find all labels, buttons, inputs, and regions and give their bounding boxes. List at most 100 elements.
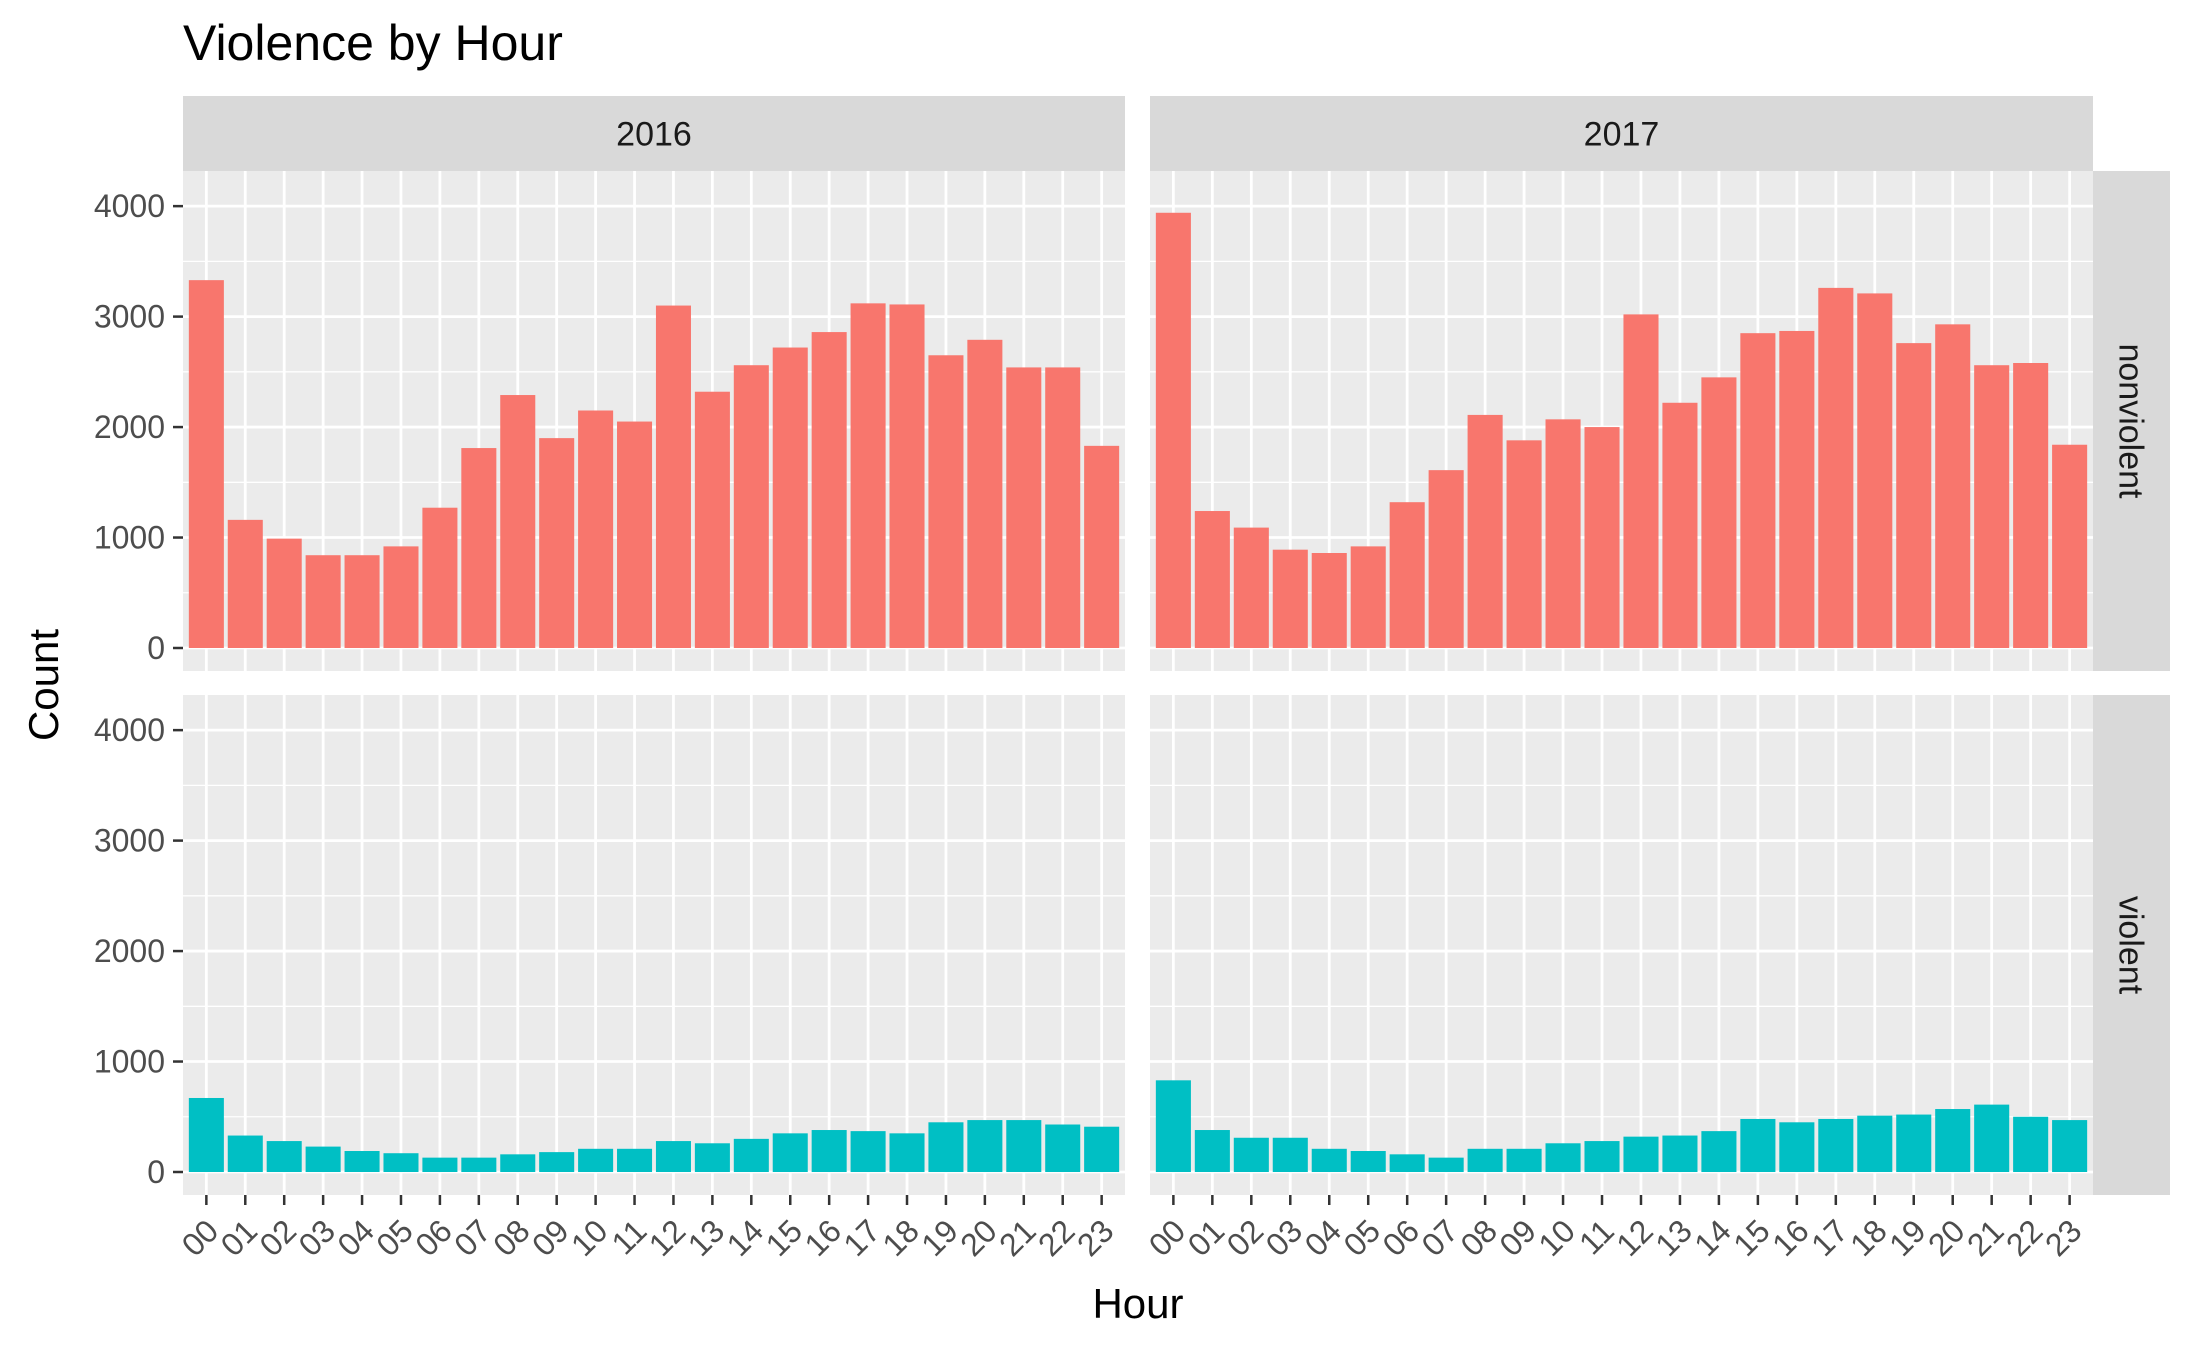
bar [1623,1136,1659,1172]
bar [1194,1130,1230,1172]
y-axis-title: Count [20,629,67,741]
bar [1857,1115,1893,1172]
bar [811,1130,847,1172]
bar [1701,377,1737,648]
bar [1818,287,1854,648]
bar [2052,444,2088,648]
bar [1506,440,1542,648]
bar [1818,1118,1854,1172]
bar [772,1133,808,1172]
bar [655,1141,691,1172]
bar [578,1148,614,1172]
bar [500,395,536,648]
y-tick-label: 2000 [94,409,165,445]
bar [1974,365,2010,648]
bar [1045,1124,1081,1172]
bar [1584,427,1620,648]
bar [1084,1126,1120,1172]
bar [2013,1116,2049,1172]
bar [305,555,341,648]
bar [1467,414,1503,648]
bar [811,332,847,648]
bar [1701,1131,1737,1172]
column-strip-label: 2017 [1584,116,1660,154]
bar [2013,363,2049,648]
y-tick-label: 3000 [94,299,165,335]
y-tick-label: 1000 [94,520,165,556]
bar [422,1157,458,1172]
y-tick-label: 4000 [94,188,165,224]
row-strip-label: nonviolent [2112,343,2150,499]
bar [617,1148,653,1172]
bar [1467,1148,1503,1172]
panel-2016-nonviolent [183,171,1125,671]
bar [1350,1151,1386,1172]
bar [578,410,614,648]
bar [1155,212,1191,648]
bar [422,507,458,648]
bar [188,1097,224,1172]
x-axis-title: Hour [1092,1280,1183,1327]
x-tick-label: 23 [2038,1212,2089,1263]
bar [1857,293,1893,648]
bar [188,280,224,648]
bar [694,391,730,648]
bar [1545,419,1581,648]
bar [1272,549,1308,648]
bar [1779,330,1815,648]
y-tick-label: 3000 [94,823,165,859]
bar [1974,1104,2010,1172]
bar [850,1131,886,1172]
bar [733,365,769,648]
column-strip [183,96,1125,171]
plot-layer: 2016 2017 nonviolent violent 0 1000 2000 3000 40… [94,96,2170,1263]
bar [1584,1141,1620,1172]
bar [2052,1120,2088,1172]
bar [733,1138,769,1172]
bar [227,519,263,648]
panel-background [183,695,1125,1195]
bar [1740,1118,1776,1172]
bar [1896,343,1932,648]
column-strip [1150,96,2093,171]
bar [967,1120,1003,1172]
y-tick-label: 1000 [94,1044,165,1080]
bar [500,1154,536,1172]
bar [850,303,886,648]
bar [1233,527,1269,648]
bar [266,1141,302,1172]
panel-2017-nonviolent [1150,171,2093,671]
x-tick-label: 23 [1070,1212,1121,1263]
bar [1662,1135,1698,1172]
y-tick-label: 0 [147,630,165,666]
chart-title: Violence by Hour [183,15,563,71]
bar [1428,470,1464,648]
bar [694,1143,730,1172]
bar [617,421,653,648]
y-tick-label: 2000 [94,933,165,969]
bar [1779,1122,1815,1172]
bar [928,355,964,648]
bar [1506,1148,1542,1172]
bar [1084,445,1120,648]
bar [889,304,925,648]
bar [1545,1143,1581,1172]
bar [889,1133,925,1172]
bar [1006,367,1042,648]
bar [266,538,302,648]
bar [383,1153,419,1172]
bar [1389,1154,1425,1172]
bar [1311,1148,1347,1172]
bar [227,1135,263,1172]
bar [1155,1080,1191,1172]
bar [1740,333,1776,648]
bar [772,347,808,648]
bar [1233,1137,1269,1172]
bar [344,1151,380,1172]
bar [539,1152,575,1172]
bar [461,448,497,648]
bar [461,1157,497,1172]
bar [1428,1157,1464,1172]
